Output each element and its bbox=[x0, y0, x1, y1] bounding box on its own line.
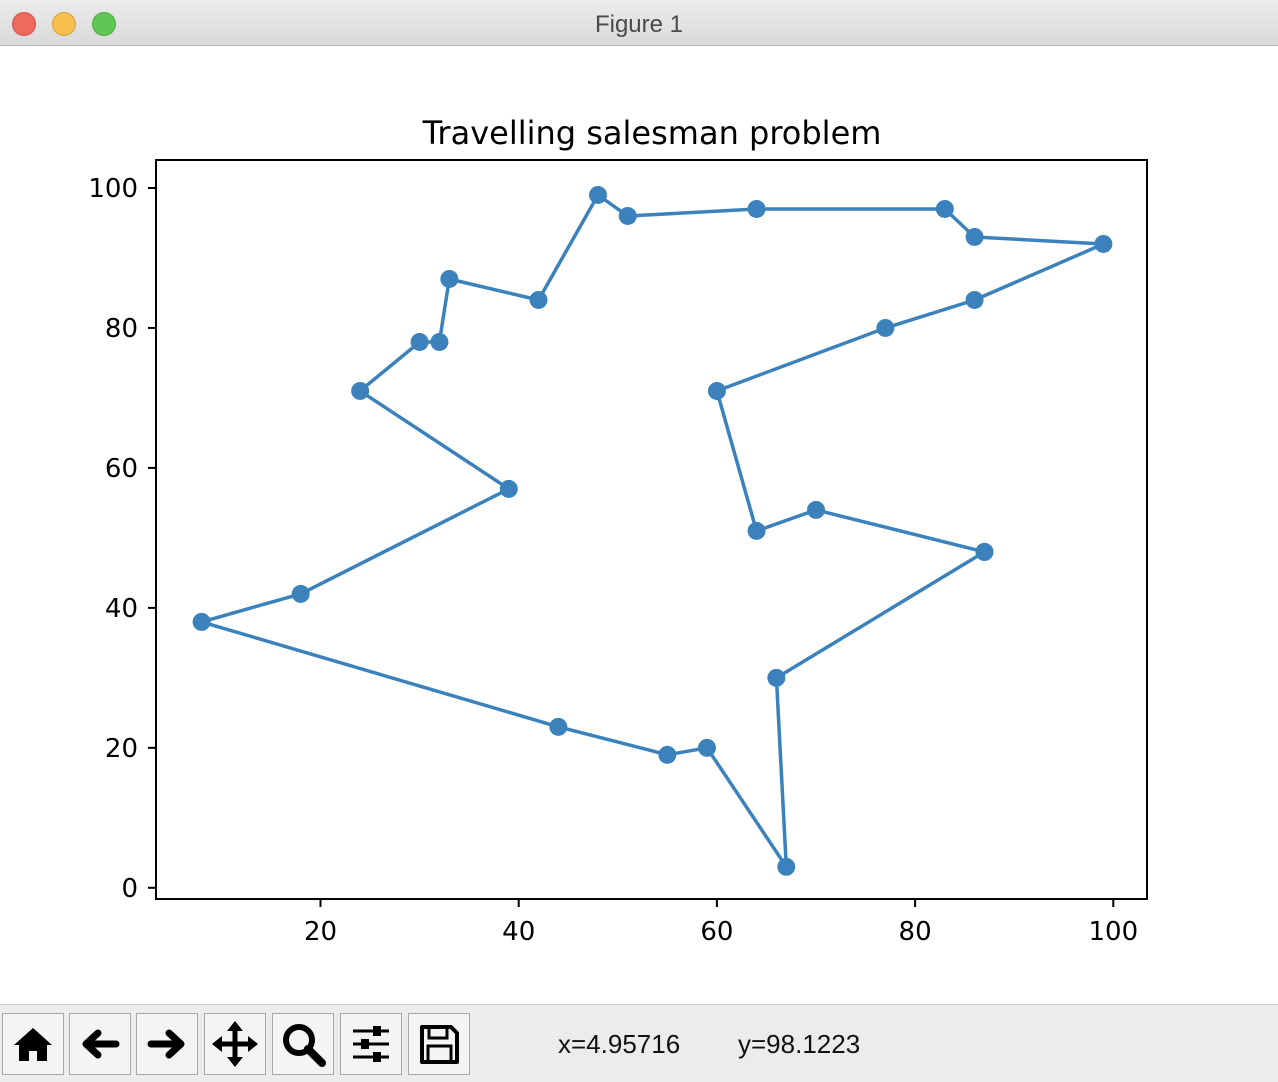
city-point bbox=[747, 199, 766, 218]
cursor-x-readout: x=4.95716 bbox=[558, 1029, 681, 1059]
sliders-icon bbox=[353, 1026, 389, 1062]
y-tick-label: 100 bbox=[88, 174, 138, 204]
arrow-right-icon bbox=[147, 1029, 185, 1059]
city-point bbox=[549, 717, 568, 736]
x-axis: 20 40 60 80 100 bbox=[304, 899, 1138, 947]
city-point bbox=[697, 738, 716, 757]
home-icon bbox=[14, 1028, 52, 1061]
city-point bbox=[1094, 234, 1113, 253]
cursor-y-readout: y=98.1223 bbox=[738, 1029, 861, 1059]
city-point bbox=[658, 745, 677, 764]
title-bar[interactable]: Figure 1 bbox=[0, 0, 1278, 46]
city-point bbox=[618, 206, 637, 225]
city-point bbox=[965, 290, 984, 309]
city-point bbox=[767, 668, 786, 687]
chart[interactable]: Travelling salesman problem 20 40 60 80 100 … bbox=[0, 46, 1278, 1004]
city-point bbox=[777, 857, 796, 876]
zoom-button[interactable] bbox=[272, 1013, 334, 1075]
x-tick-label: 100 bbox=[1088, 917, 1138, 947]
city-point bbox=[747, 521, 766, 540]
save-button[interactable] bbox=[408, 1013, 470, 1075]
chart-title: Travelling salesman problem bbox=[422, 114, 882, 152]
maximize-window-button[interactable] bbox=[92, 12, 116, 36]
route-line bbox=[199, 193, 1106, 869]
close-window-button[interactable] bbox=[12, 12, 36, 36]
y-axis: 0 20 40 60 80 100 bbox=[88, 174, 156, 904]
pan-button[interactable] bbox=[204, 1013, 266, 1075]
city-point bbox=[410, 332, 429, 351]
city-point bbox=[707, 381, 726, 400]
plot-area bbox=[155, 159, 1148, 900]
y-tick-label: 80 bbox=[105, 314, 138, 344]
city-point bbox=[192, 612, 211, 631]
x-tick-label: 40 bbox=[502, 917, 535, 947]
y-tick-label: 60 bbox=[105, 454, 138, 484]
window-title: Figure 1 bbox=[594, 11, 684, 38]
home-button[interactable] bbox=[2, 1013, 64, 1075]
city-point bbox=[935, 199, 954, 218]
y-tick-label: 40 bbox=[105, 594, 138, 624]
city-point bbox=[807, 500, 826, 519]
floppy-disk-icon bbox=[420, 1025, 459, 1064]
configure-subplots-button[interactable] bbox=[340, 1013, 402, 1075]
city-point bbox=[975, 542, 994, 561]
city-point bbox=[430, 332, 449, 351]
navigation-toolbar: x=4.95716 y=98.1223 bbox=[0, 1004, 1278, 1082]
city-point bbox=[588, 185, 607, 204]
city-point bbox=[291, 584, 310, 603]
move-icon bbox=[212, 1021, 258, 1067]
city-point bbox=[351, 381, 370, 400]
y-tick-label: 0 bbox=[121, 874, 138, 904]
x-tick-label: 80 bbox=[899, 917, 932, 947]
minimize-window-button[interactable] bbox=[52, 12, 76, 36]
x-tick-label: 20 bbox=[304, 917, 337, 947]
arrow-left-icon bbox=[82, 1029, 120, 1059]
city-point bbox=[529, 290, 548, 309]
series-route bbox=[192, 185, 1113, 876]
city-point bbox=[440, 269, 459, 288]
forward-button[interactable] bbox=[136, 1013, 198, 1075]
city-point bbox=[965, 227, 984, 246]
back-button[interactable] bbox=[69, 1013, 131, 1075]
x-tick-label: 60 bbox=[700, 917, 733, 947]
y-tick-label: 20 bbox=[105, 734, 138, 764]
city-point bbox=[499, 479, 518, 498]
city-point bbox=[876, 318, 895, 337]
magnifier-icon bbox=[283, 1024, 326, 1067]
